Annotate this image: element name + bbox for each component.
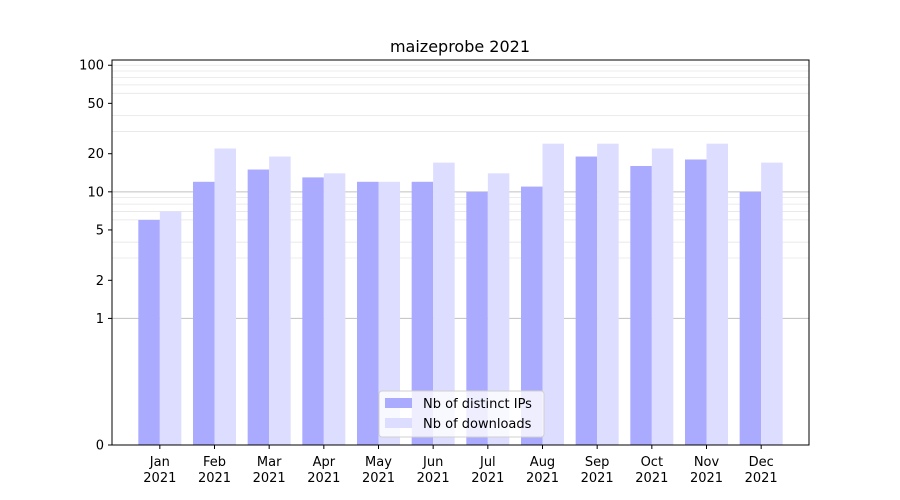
bar-distinct-ips [466, 191, 488, 445]
chart-title: maizeprobe 2021 [390, 37, 530, 56]
y-tick-label: 1 [96, 312, 104, 327]
x-tick-label: Mar 2021 [253, 455, 286, 486]
bar-distinct-ips [193, 181, 215, 445]
bar-downloads [651, 148, 674, 445]
x-tick-label: May 2021 [362, 455, 395, 486]
y-tick-label: 50 [87, 97, 104, 112]
bar-downloads [487, 173, 510, 445]
legend-label: Nb of downloads [423, 417, 532, 432]
x-tick-label: Oct 2021 [635, 455, 668, 486]
legend-box [378, 390, 545, 438]
x-tick-label: Dec 2021 [745, 455, 778, 486]
bar-distinct-ips [411, 181, 434, 445]
y-tick-label: 20 [87, 147, 104, 162]
y-tick-label: 10 [87, 185, 104, 200]
bar-distinct-ips [739, 191, 762, 445]
bar-downloads [378, 181, 400, 445]
bar-distinct-ips [521, 186, 543, 446]
legend: Nb of distinct IPs Nb of downloads [378, 390, 545, 438]
plot-frame [111, 59, 810, 446]
tick-layer: 0 1 2 5 10 20 50 100 Jan 2021 Feb 2021 Mar 2021 Apr 202… [79, 59, 778, 486]
bar-downloads [706, 143, 728, 445]
bar-downloads [433, 162, 455, 445]
bar-distinct-ips [575, 156, 598, 446]
bar-downloads [214, 148, 236, 445]
y-tick-label: 0 [96, 439, 104, 454]
y-tick-label: 100 [79, 59, 104, 74]
x-tick-label: Apr 2021 [307, 455, 340, 486]
x-tick-label: Nov 2021 [690, 455, 723, 486]
x-tick-label: Jul 2021 [471, 455, 504, 486]
bar-downloads [159, 211, 182, 445]
x-tick-label: Feb 2021 [198, 455, 231, 486]
bar-distinct-ips [247, 169, 270, 445]
bar-distinct-ips [685, 159, 707, 445]
bar-downloads [323, 173, 346, 445]
bar-distinct-ips [302, 177, 324, 446]
bar-downloads [269, 156, 291, 446]
x-tick-label: Aug 2021 [526, 455, 559, 486]
bar-downloads [761, 162, 783, 445]
legend-swatch [385, 418, 412, 428]
x-tick-label: Jun 2021 [417, 455, 450, 486]
y-tick-label: 2 [96, 274, 104, 289]
bar-distinct-ips [630, 165, 652, 446]
x-tick-label: Jan 2021 [143, 455, 176, 486]
bar-distinct-ips [357, 181, 379, 445]
y-tick-label: 5 [96, 223, 104, 238]
bar-layer [138, 143, 783, 446]
x-tick-label: Sep 2021 [581, 455, 614, 486]
legend-swatch [385, 398, 412, 408]
bar-distinct-ips [138, 219, 160, 445]
bar-downloads [542, 143, 564, 445]
legend-label: Nb of distinct IPs [423, 397, 532, 412]
bar-downloads [597, 143, 619, 445]
